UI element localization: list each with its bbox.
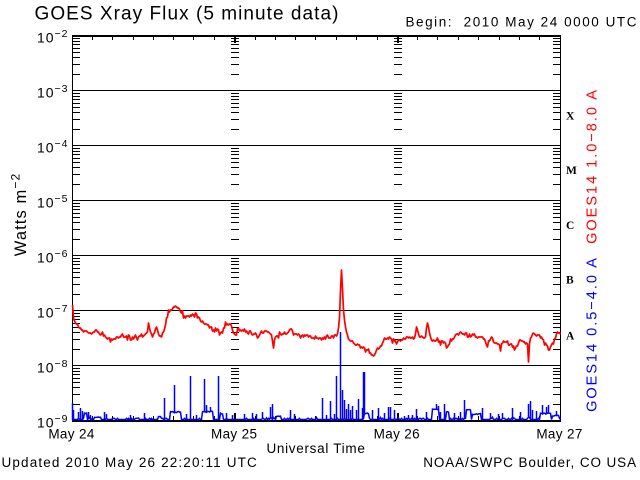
svg-text:X: X — [566, 110, 575, 122]
svg-text:C: C — [566, 220, 574, 232]
svg-text:May 25: May 25 — [211, 427, 257, 442]
svg-text:NOAA/SWPC Boulder, CO USA: NOAA/SWPC Boulder, CO USA — [423, 455, 637, 470]
svg-text:Updated 2010 May 26 22:20:11 U: Updated 2010 May 26 22:20:11 UTC — [2, 455, 258, 470]
svg-text:Watts m−2: Watts m−2 — [9, 173, 31, 256]
svg-text:A: A — [566, 330, 575, 342]
svg-text:B: B — [566, 274, 574, 286]
svg-text:May 24: May 24 — [48, 427, 95, 442]
svg-text:GOES14 0.5−4.0 A: GOES14 0.5−4.0 A — [585, 256, 601, 412]
svg-text:GOES Xray Flux (5 minute data): GOES Xray Flux (5 minute data) — [35, 4, 340, 25]
svg-text:M: M — [566, 165, 577, 177]
svg-text:GOES14 1.0−8.0 A: GOES14 1.0−8.0 A — [585, 88, 601, 244]
svg-text:May 27: May 27 — [536, 427, 582, 442]
svg-text:Universal Time: Universal Time — [266, 441, 365, 456]
svg-text:May 26: May 26 — [374, 427, 420, 442]
svg-text:Begin: 2010 May 24 0000 UTC: Begin: 2010 May 24 0000 UTC — [406, 15, 639, 30]
